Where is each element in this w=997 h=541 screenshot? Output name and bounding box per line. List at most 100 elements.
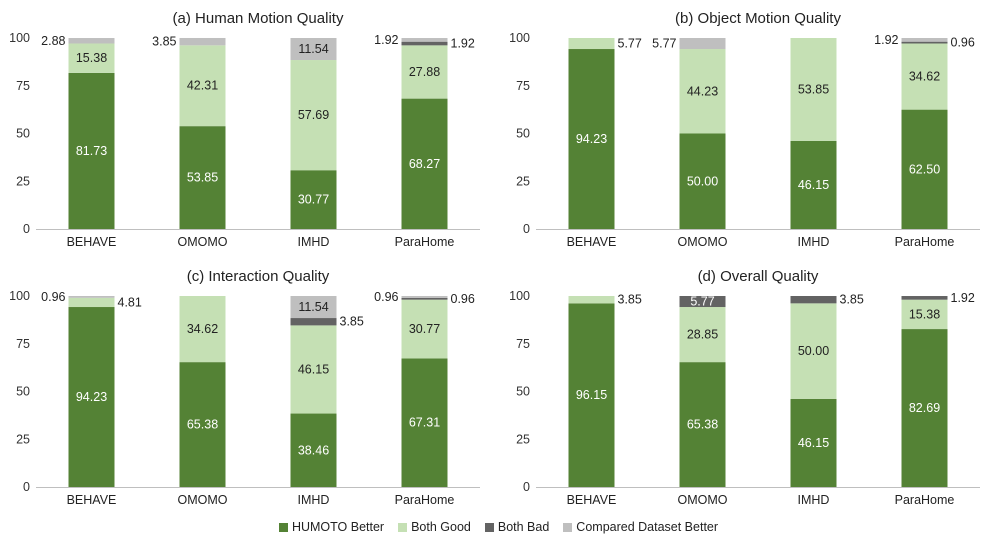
bar-humoto-better-behave — [68, 307, 115, 487]
chart-panel-2: (b) Object Motion Quality 0 25 50 75 100 BEHAV… — [509, 10, 980, 249]
y-tick-label: 75 — [516, 337, 530, 351]
data-label-both-bad-parahome: 1.92 — [951, 291, 975, 305]
data-label-humoto-better-behave: 81.73 — [76, 144, 107, 158]
chart-panel-4: (d) Overall Quality 0 25 50 75 100 BEHAVE 96.15… — [509, 268, 980, 507]
data-label-humoto-better-omomo: 65.38 — [187, 418, 218, 432]
y-tick-label: 50 — [516, 385, 530, 399]
data-label-humoto-better-imhd: 38.46 — [298, 443, 329, 457]
data-label-compared-dataset-better-behave: 0.96 — [41, 290, 65, 304]
data-label-humoto-better-imhd: 30.77 — [298, 193, 329, 207]
y-tick-label: 50 — [16, 127, 30, 141]
data-label-compared-dataset-better-parahome: 0.96 — [374, 290, 398, 304]
legend-swatch-compared-better — [563, 522, 573, 532]
bar-humoto-better-imhd — [790, 398, 837, 487]
bar-both-bad-parahome — [901, 41, 948, 44]
chart-title: (d) Overall Quality — [698, 268, 819, 285]
data-label-compared-dataset-better-imhd: 11.54 — [298, 300, 328, 314]
y-tick-label: 25 — [16, 432, 30, 446]
data-label-both-good-behave: 5.77 — [618, 37, 642, 51]
bar-humoto-better-omomo — [179, 126, 226, 229]
y-tick-label: 25 — [16, 174, 30, 188]
bar-humoto-better-omomo — [679, 133, 726, 229]
x-tick-label: BEHAVE — [67, 235, 117, 249]
data-label-humoto-better-imhd: 46.15 — [798, 436, 829, 450]
bar-both-good-parahome — [901, 299, 948, 330]
bar-both-good-omomo — [679, 307, 726, 363]
x-tick-label: ParaHome — [395, 493, 455, 507]
data-label-compared-dataset-better-parahome: 1.92 — [874, 33, 898, 47]
legend-item-humoto-better: HUMOTO Better — [278, 520, 384, 534]
data-label-both-good-behave: 15.38 — [76, 51, 107, 65]
bar-both-good-behave — [568, 38, 615, 50]
data-label-both-good-parahome: 15.38 — [909, 307, 940, 321]
bar-both-bad-parahome — [401, 297, 448, 300]
x-tick-label: IMHD — [298, 235, 330, 249]
bar-humoto-better-parahome — [401, 358, 448, 487]
data-label-both-bad-imhd: 3.85 — [340, 315, 364, 329]
data-label-compared-dataset-better-parahome: 1.92 — [374, 33, 398, 47]
bar-both-good-omomo — [179, 45, 226, 127]
x-tick-label: BEHAVE — [67, 493, 117, 507]
bar-humoto-better-imhd — [290, 170, 337, 229]
bar-both-good-imhd — [790, 303, 837, 399]
y-tick-label: 0 — [23, 480, 30, 494]
x-tick-label: OMOMO — [178, 493, 228, 507]
legend-item-both-bad: Both Bad — [484, 520, 550, 534]
legend-swatch-both-good — [398, 522, 408, 532]
x-tick-label: BEHAVE — [567, 493, 617, 507]
bar-compared-dataset-better-behave — [68, 296, 115, 298]
data-label-humoto-better-behave: 96.15 — [576, 388, 607, 402]
bar-humoto-better-behave — [568, 49, 615, 230]
bar-both-good-omomo — [679, 49, 726, 134]
legend-label-both-good: Both Good — [411, 520, 471, 534]
bar-both-good-imhd — [290, 325, 337, 414]
y-tick-label: 0 — [23, 222, 30, 236]
chart-panel-1: (a) Human Motion Quality 0 25 50 75 100 BEHAVE… — [9, 10, 480, 249]
chart-title: (c) Interaction Quality — [187, 268, 330, 285]
y-tick-label: 100 — [509, 289, 530, 303]
data-label-humoto-better-imhd: 46.15 — [798, 178, 829, 192]
bar-both-bad-parahome — [901, 296, 948, 300]
data-label-both-good-omomo: 34.62 — [187, 322, 218, 336]
data-label-both-good-parahome: 34.62 — [909, 70, 940, 84]
x-tick-label: IMHD — [798, 235, 830, 249]
bar-both-good-imhd — [790, 38, 837, 141]
y-tick-label: 25 — [516, 174, 530, 188]
bar-both-bad-imhd — [290, 318, 337, 326]
legend-label-both-bad: Both Bad — [497, 520, 550, 534]
data-label-humoto-better-parahome: 68.27 — [409, 157, 440, 171]
data-label-compared-dataset-better-behave: 2.88 — [41, 34, 65, 48]
legend-swatch-humoto-better — [278, 522, 288, 532]
data-label-both-good-behave: 4.81 — [118, 295, 142, 309]
bar-humoto-better-imhd — [290, 413, 337, 487]
y-tick-label: 100 — [9, 31, 30, 45]
bar-both-bad-imhd — [790, 296, 837, 304]
legend-item-both-good: Both Good — [398, 520, 471, 534]
bar-both-good-parahome — [401, 45, 448, 99]
chart-panel-3: (c) Interaction Quality 0 25 50 75 100 BEHAVE 9… — [9, 268, 480, 507]
x-tick-label: IMHD — [798, 493, 830, 507]
data-label-humoto-better-behave: 94.23 — [576, 132, 607, 146]
y-tick-label: 100 — [509, 31, 530, 45]
bar-humoto-better-parahome — [901, 109, 948, 229]
data-label-humoto-better-omomo: 53.85 — [187, 171, 218, 185]
bar-humoto-better-omomo — [179, 362, 226, 487]
bar-humoto-better-omomo — [679, 362, 726, 487]
bar-compared-dataset-better-omomo — [679, 38, 726, 50]
data-label-compared-dataset-better-omomo: 5.77 — [652, 37, 676, 51]
bar-both-bad-omomo — [679, 296, 726, 308]
data-label-both-bad-imhd: 3.85 — [840, 293, 864, 307]
y-tick-label: 0 — [523, 222, 530, 236]
data-label-both-good-parahome: 30.77 — [409, 322, 440, 336]
y-tick-label: 75 — [516, 79, 530, 93]
y-tick-label: 0 — [523, 480, 530, 494]
data-label-both-good-omomo: 44.23 — [687, 84, 718, 98]
x-tick-label: OMOMO — [678, 235, 728, 249]
bar-humoto-better-imhd — [790, 140, 837, 229]
bar-both-good-behave — [68, 297, 115, 308]
bar-compared-dataset-better-parahome — [401, 38, 448, 42]
x-tick-label: BEHAVE — [567, 235, 617, 249]
bar-compared-dataset-better-parahome — [901, 38, 948, 42]
bar-compared-dataset-better-imhd — [290, 38, 337, 61]
